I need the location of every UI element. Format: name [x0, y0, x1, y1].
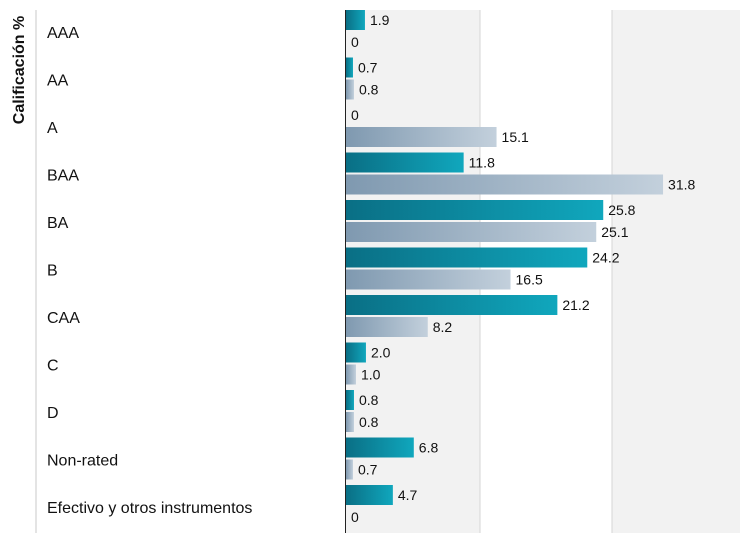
category-label: D	[47, 405, 59, 422]
category-label: CAA	[47, 310, 80, 327]
category-label: AA	[47, 73, 69, 90]
data-label: 0.8	[359, 392, 379, 408]
bar-series-1	[346, 295, 558, 315]
bar-series-1	[346, 390, 354, 410]
bar-series-1	[346, 342, 366, 363]
data-label: 0.7	[358, 462, 378, 478]
bar-series-2	[346, 127, 497, 147]
data-label: 16.5	[516, 272, 543, 288]
bar-series-1	[346, 200, 604, 220]
category-label: B	[47, 263, 58, 280]
category-label: C	[47, 358, 59, 375]
data-label: 24.2	[592, 250, 619, 266]
bar-series-2	[346, 222, 597, 242]
data-label: 1.0	[361, 367, 381, 383]
category-label: Non-rated	[47, 453, 118, 470]
bar-series-1	[346, 247, 588, 268]
data-label: 31.8	[668, 177, 695, 193]
bar-series-2	[346, 364, 356, 385]
value-labels: 1.900.70.8015.111.831.825.825.124.216.52…	[351, 12, 696, 525]
data-label: 8.2	[433, 319, 453, 335]
category-label: A	[47, 120, 58, 137]
bar-series-2	[346, 174, 664, 195]
category-label: BA	[47, 215, 69, 232]
data-label: 0	[351, 107, 359, 123]
bar-series-2	[346, 412, 354, 432]
bar-series-1	[346, 152, 464, 173]
bar-series-1	[346, 437, 414, 458]
bar-series-1	[346, 57, 353, 78]
bar-series-1	[346, 10, 365, 30]
data-label: 1.9	[370, 12, 390, 28]
data-label: 0.8	[359, 414, 379, 430]
bar-series-2	[346, 79, 354, 100]
data-label: 11.8	[469, 155, 495, 171]
bar-series-2	[346, 317, 428, 337]
data-label: 25.1	[601, 224, 628, 240]
bars-group	[346, 10, 664, 505]
data-label: 2.0	[371, 345, 391, 361]
bar-series-2	[346, 459, 353, 480]
category-label: Efectivo y otros instrumentos	[47, 500, 252, 517]
data-label: 25.8	[608, 202, 635, 218]
data-label: 15.1	[502, 129, 529, 145]
category-label: BAA	[47, 168, 79, 185]
bar-series-2	[346, 269, 511, 290]
data-label: 0	[351, 509, 359, 525]
data-label: 4.7	[398, 487, 418, 503]
data-label: 0.8	[359, 82, 379, 98]
data-label: 6.8	[419, 440, 439, 456]
data-label: 21.2	[562, 297, 589, 313]
bar-series-1	[346, 485, 393, 505]
data-label: 0.7	[358, 60, 378, 76]
data-label: 0	[351, 34, 359, 50]
category-label: AAA	[47, 25, 79, 42]
y-axis-title: Calificación %	[11, 16, 28, 124]
plot-band-3	[612, 10, 740, 533]
